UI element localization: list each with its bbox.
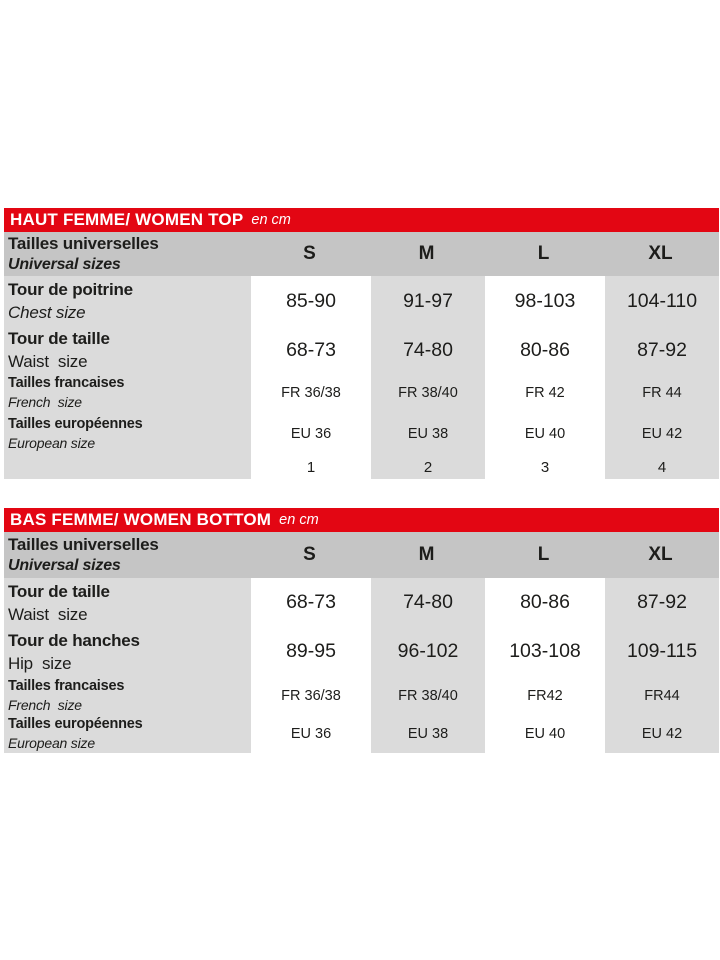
row-label-cell: Tailles francaises French size (4, 374, 251, 412)
size-value-cell: 85-90 (254, 276, 368, 326)
row-label-fr: Tailles francaises (8, 677, 125, 694)
size-value-cell: FR42 (488, 676, 602, 715)
size-value-cell: EU 38 (371, 412, 485, 456)
size-value-cell: 74-80 (371, 326, 485, 374)
row-label-fr: Tour de poitrine (8, 280, 133, 299)
row-label-fr: Tour de hanches (8, 630, 140, 650)
row-label-en: Waist size (8, 352, 88, 371)
row-label-cell: Tailles européennes European size (4, 412, 251, 456)
size-table-women-bottom: BAS FEMME/ WOMEN BOTTOM en cm Tailles un… (4, 508, 719, 753)
size-value-cell: 96-102 (371, 627, 485, 676)
row-label-fr: Tailles européennes (8, 416, 143, 432)
size-column-header-m: M (418, 544, 435, 565)
size-value-cell: FR 38/40 (371, 676, 485, 715)
size-value-cell: 2 (371, 456, 485, 479)
size-column-header-xl: XL (648, 544, 673, 565)
size-value-cell: 103-108 (488, 627, 602, 676)
row-label-cell: Tour de poitrine Chest size (4, 276, 251, 326)
size-value-cell: 68-73 (254, 578, 368, 627)
size-value-cell: FR 36/38 (254, 374, 368, 412)
size-value-cell: EU 36 (254, 715, 368, 753)
size-value-cell: 80-86 (488, 578, 602, 627)
size-value-cell: 109-115 (605, 627, 719, 676)
size-table-women-top: HAUT FEMME/ WOMEN TOP en cm Tailles univ… (4, 208, 719, 479)
size-value-cell: EU 36 (254, 412, 368, 456)
size-value-cell: 1 (254, 456, 368, 479)
unit-label: en cm (251, 212, 291, 228)
size-value-cell: FR 44 (605, 374, 719, 412)
unit-label: en cm (279, 512, 319, 528)
table-row-european-size: Tailles européennes European size EU 36 … (4, 715, 719, 753)
row-label-fr: Tailles européennes (8, 716, 143, 732)
universal-sizes-label-fr: Tailles universelles (8, 234, 159, 253)
row-label-en: Hip size (8, 653, 72, 673)
universal-sizes-header: Tailles universelles Universal sizes (4, 532, 251, 578)
row-label-fr: Tour de taille (8, 329, 110, 348)
size-value-cell: 4 (605, 456, 719, 479)
table-row-chest: Tour de poitrine Chest size 85-90 91-97 … (4, 276, 719, 326)
row-label-cell: Tailles européennes European size (4, 715, 251, 753)
size-value-cell: EU 40 (488, 715, 602, 753)
table-body: Tour de poitrine Chest size 85-90 91-97 … (4, 276, 719, 479)
row-label-en: French size (8, 394, 82, 410)
size-value-cell: FR44 (605, 676, 719, 715)
table-title-bar: HAUT FEMME/ WOMEN TOP en cm (4, 208, 719, 232)
table-row-hip: Tour de hanches Hip size 89-95 96-102 10… (4, 627, 719, 676)
size-column-header-s: S (303, 243, 316, 264)
universal-sizes-header: Tailles universelles Universal sizes (4, 232, 251, 276)
table-title: BAS FEMME/ WOMEN BOTTOM (10, 510, 272, 529)
size-value-cell: 87-92 (605, 578, 719, 627)
table-row-french-size: Tailles francaises French size FR 36/38 … (4, 676, 719, 715)
size-column-header-xl: XL (648, 243, 673, 264)
table-body: Tour de taille Waist size 68-73 74-80 80… (4, 578, 719, 753)
table-row-french-size: Tailles francaises French size FR 36/38 … (4, 374, 719, 412)
universal-sizes-label-en: Universal sizes (8, 557, 121, 574)
size-value-cell: 98-103 (488, 276, 602, 326)
row-label-en: Chest size (8, 303, 86, 322)
size-column-header-s: S (303, 544, 316, 565)
table-row-numeric-size: 1 2 3 4 (4, 456, 719, 479)
row-label-fr: Tailles francaises (8, 375, 125, 391)
row-label-cell: Tailles francaises French size (4, 676, 251, 715)
size-value-cell: FR 42 (488, 374, 602, 412)
size-column-header-l: L (537, 243, 550, 264)
row-label-cell: Tour de taille Waist size (4, 326, 251, 374)
size-value-cell: EU 38 (371, 715, 485, 753)
row-label-cell (4, 456, 251, 479)
table-header-row: Tailles universelles Universal sizes S M… (4, 532, 719, 578)
size-value-cell: 87-92 (605, 326, 719, 374)
universal-sizes-label-en: Universal sizes (8, 256, 121, 273)
size-value-cell: FR 36/38 (254, 676, 368, 715)
table-header-row: Tailles universelles Universal sizes S M… (4, 232, 719, 276)
row-label-cell: Tour de taille Waist size (4, 578, 251, 627)
row-label-en: Waist size (8, 604, 88, 624)
size-value-cell: 3 (488, 456, 602, 479)
size-value-cell: 68-73 (254, 326, 368, 374)
size-value-cell: 104-110 (605, 276, 719, 326)
table-row-waist: Tour de taille Waist size 68-73 74-80 80… (4, 326, 719, 374)
size-value-cell: EU 42 (605, 412, 719, 456)
size-value-cell: 89-95 (254, 627, 368, 676)
size-value-cell: FR 38/40 (371, 374, 485, 412)
size-column-header-l: L (537, 544, 550, 565)
row-label-en: European size (8, 435, 95, 451)
row-label-en: French size (8, 696, 82, 713)
row-label-cell: Tour de hanches Hip size (4, 627, 251, 676)
universal-sizes-label-fr: Tailles universelles (8, 535, 159, 554)
table-row-waist: Tour de taille Waist size 68-73 74-80 80… (4, 578, 719, 627)
size-value-cell: EU 42 (605, 715, 719, 753)
row-label-en: European size (8, 735, 95, 751)
table-title: HAUT FEMME/ WOMEN TOP (10, 210, 244, 229)
size-column-header-m: M (418, 243, 435, 264)
size-value-cell: 91-97 (371, 276, 485, 326)
table-title-bar: BAS FEMME/ WOMEN BOTTOM en cm (4, 508, 719, 532)
size-value-cell: EU 40 (488, 412, 602, 456)
row-label-fr: Tour de taille (8, 581, 110, 601)
size-value-cell: 80-86 (488, 326, 602, 374)
table-row-european-size: Tailles européennes European size EU 36 … (4, 412, 719, 456)
size-value-cell: 74-80 (371, 578, 485, 627)
